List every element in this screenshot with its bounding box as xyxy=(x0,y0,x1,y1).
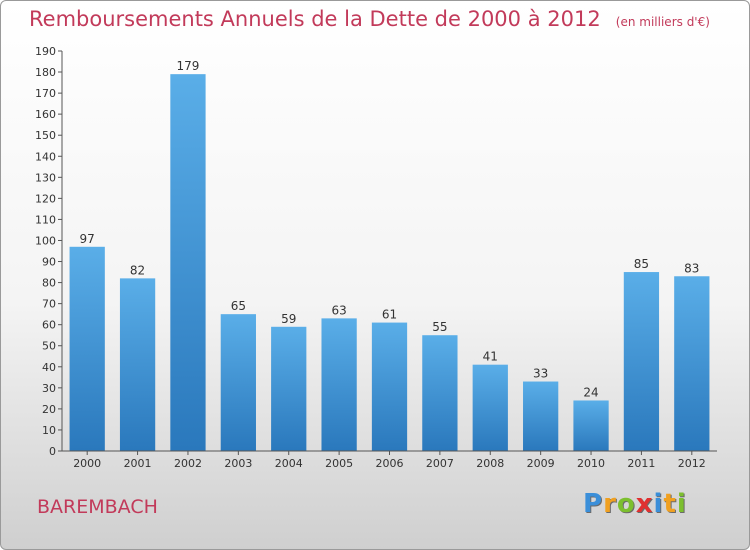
title-row: Remboursements Annuels de la Dette de 20… xyxy=(29,7,710,31)
x-tick-label: 2009 xyxy=(527,457,555,470)
y-tick-label: 140 xyxy=(35,150,56,163)
bar xyxy=(422,335,458,451)
y-tick-label: 10 xyxy=(42,424,56,437)
logo-letter: t xyxy=(663,489,677,519)
bar-value-label: 63 xyxy=(331,303,346,317)
bar-value-label: 59 xyxy=(281,312,296,326)
y-tick-label: 120 xyxy=(35,192,56,205)
chart-subtitle: (en milliers d'€) xyxy=(615,15,710,29)
y-tick-label: 60 xyxy=(42,319,56,332)
logo-letter: o xyxy=(616,489,636,519)
bar xyxy=(321,318,357,451)
y-tick-label: 130 xyxy=(35,171,56,184)
bar-value-label: 83 xyxy=(684,261,699,275)
bar xyxy=(119,278,156,451)
x-axis: 2000 2001 2002 2003 2004 2005 2006 2007 2008 2009… xyxy=(62,450,717,470)
bar-value-label: 61 xyxy=(382,308,397,322)
bar xyxy=(220,314,256,451)
x-tick-label: 2006 xyxy=(376,457,404,470)
bar-value-label: 24 xyxy=(583,385,598,399)
bar-value-label: 33 xyxy=(533,367,548,381)
bar-value-label: 65 xyxy=(231,299,246,313)
y-tick-label: 190 xyxy=(35,45,56,58)
y-axis: 0 10 20 30 40 50 60 70 80 90 100 110 120 130 140 150 160… xyxy=(35,45,63,458)
bar xyxy=(271,326,307,451)
logo-letter: i xyxy=(653,489,664,519)
y-tick-label: 40 xyxy=(42,361,56,374)
y-tick-label: 150 xyxy=(35,129,56,142)
logo-letter: r xyxy=(603,489,617,519)
x-tick-label: 2012 xyxy=(678,457,706,470)
x-tick-label: 2001 xyxy=(124,457,152,470)
bars: 97 82 179 65 59 63 61 55 41 33 24 85 83 xyxy=(69,59,710,451)
chart-title: Remboursements Annuels de la Dette de 20… xyxy=(29,7,601,31)
x-tick-label: 2005 xyxy=(325,457,353,470)
y-tick-label: 50 xyxy=(42,340,56,353)
y-tick-label: 90 xyxy=(42,256,56,269)
x-tick-label: 2004 xyxy=(275,457,303,470)
y-tick-label: 110 xyxy=(35,213,56,226)
proxiti-logo: Proxiti xyxy=(583,489,687,519)
x-tick-label: 2007 xyxy=(426,457,454,470)
y-tick-label: 170 xyxy=(35,87,56,100)
x-tick-label: 2008 xyxy=(476,457,504,470)
bar-value-label: 97 xyxy=(80,232,95,246)
bar xyxy=(371,322,408,451)
y-tick-label: 30 xyxy=(42,382,56,395)
bar-value-label: 85 xyxy=(634,257,649,271)
y-tick-label: 0 xyxy=(49,445,56,458)
bar xyxy=(523,381,559,451)
bar xyxy=(674,276,710,451)
bar-value-label: 179 xyxy=(177,59,200,73)
bar xyxy=(472,364,508,451)
y-tick-label: 80 xyxy=(42,277,56,290)
x-tick-label: 2011 xyxy=(627,457,655,470)
logo-letter: x xyxy=(635,489,654,519)
bar-value-label: 82 xyxy=(130,263,145,277)
x-tick-label: 2000 xyxy=(73,457,101,470)
bar xyxy=(170,74,206,451)
y-tick-label: 70 xyxy=(42,298,56,311)
y-tick-label: 20 xyxy=(42,403,56,416)
town-name: BAREMBACH xyxy=(37,496,158,518)
logo-letter: P xyxy=(583,489,604,519)
x-tick-label: 2002 xyxy=(174,457,202,470)
x-tick-label: 2003 xyxy=(224,457,252,470)
bar-value-label: 41 xyxy=(483,350,498,364)
y-tick-label: 100 xyxy=(35,234,56,247)
bar-value-label: 55 xyxy=(432,320,447,334)
bar xyxy=(69,246,105,451)
logo-letter: i xyxy=(676,489,687,519)
y-tick-label: 160 xyxy=(35,108,56,121)
bar xyxy=(573,400,609,451)
y-tick-label: 180 xyxy=(35,66,56,79)
bar xyxy=(623,272,660,451)
x-tick-label: 2010 xyxy=(577,457,605,470)
